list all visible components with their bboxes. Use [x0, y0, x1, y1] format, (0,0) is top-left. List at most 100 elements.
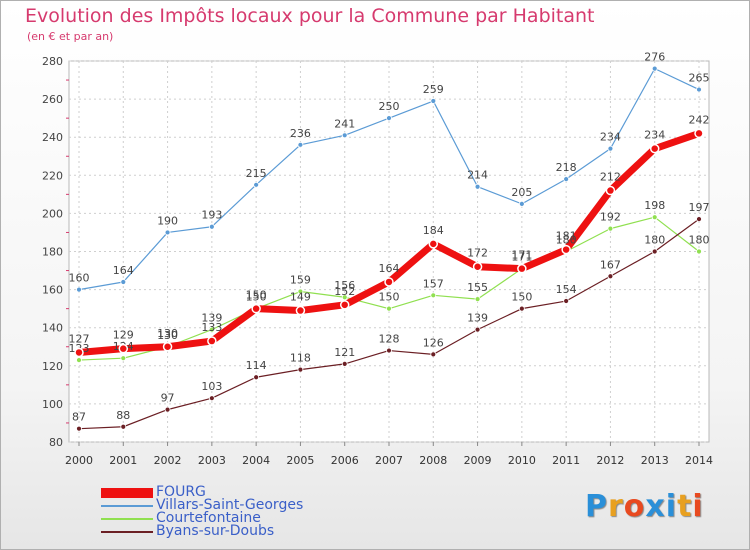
data-point-byans-sur-doubs — [430, 351, 437, 358]
data-label-byans-sur-doubs: 180 — [644, 234, 665, 247]
data-label-courtefontaine: 180 — [556, 234, 577, 247]
data-label-courtefontaine: 156 — [334, 279, 355, 292]
data-label-villars-saint-georges: 205 — [511, 186, 532, 199]
data-point-villars-saint-georges — [651, 65, 658, 72]
chart-subtitle: (en € et par an) — [27, 30, 114, 43]
data-label-courtefontaine: 198 — [644, 199, 665, 212]
data-label-byans-sur-doubs: 139 — [467, 312, 488, 325]
data-label-byans-sur-doubs: 118 — [290, 352, 311, 365]
x-tick-label: 2006 — [331, 454, 359, 467]
data-point-fourg — [561, 244, 571, 255]
data-point-villars-saint-georges — [120, 279, 127, 285]
x-tick-label: 2013 — [641, 454, 669, 467]
data-label-courtefontaine: 157 — [423, 277, 444, 290]
data-point-byans-sur-doubs — [518, 305, 525, 312]
data-label-villars-saint-georges: 259 — [423, 83, 444, 96]
data-point-fourg — [295, 305, 306, 316]
x-tick-label: 2014 — [685, 454, 713, 467]
data-label-villars-saint-georges: 241 — [334, 117, 355, 130]
x-tick-label: 2008 — [419, 454, 447, 467]
data-label-fourg: 172 — [467, 247, 488, 260]
data-point-villars-saint-georges — [696, 86, 702, 93]
y-tick-label: 240 — [42, 131, 63, 144]
y-tick-label: 280 — [42, 55, 63, 68]
y-tick-label: 160 — [42, 284, 63, 297]
x-tick-label: 2002 — [154, 454, 182, 467]
data-label-byans-sur-doubs: 88 — [116, 409, 130, 422]
legend-label-fourg: FOURG — [156, 484, 206, 500]
data-label-villars-saint-georges: 236 — [290, 127, 311, 140]
y-tick-label: 80 — [49, 436, 63, 449]
data-label-courtefontaine: 130 — [157, 329, 178, 342]
data-point-villars-saint-georges — [253, 181, 260, 188]
data-point-byans-sur-doubs — [563, 298, 570, 304]
data-label-fourg: 234 — [644, 129, 665, 142]
x-tick-label: 2010 — [508, 454, 536, 467]
x-tick-label: 2001 — [109, 454, 137, 467]
data-label-fourg: 133 — [201, 321, 222, 334]
data-label-byans-sur-doubs: 197 — [689, 201, 710, 214]
x-tick-label: 2012 — [596, 454, 624, 467]
legend-item-courtefontaine: Courtefontaine — [101, 510, 361, 526]
legend-label-villars: Villars-Saint-Georges — [156, 497, 304, 513]
logo-letter: r — [608, 489, 624, 524]
data-point-byans-sur-doubs — [386, 347, 392, 354]
data-label-villars-saint-georges: 160 — [69, 272, 90, 285]
data-point-byans-sur-doubs — [474, 326, 481, 333]
data-label-fourg: 130 — [157, 327, 178, 340]
data-point-courtefontaine — [341, 294, 348, 301]
data-point-byans-sur-doubs — [341, 360, 348, 367]
data-point-villars-saint-georges — [341, 132, 348, 139]
data-point-fourg — [605, 185, 616, 196]
data-label-byans-sur-doubs: 121 — [334, 346, 355, 359]
data-label-fourg: 212 — [600, 171, 621, 184]
data-label-byans-sur-doubs: 97 — [161, 392, 175, 405]
data-label-fourg: 129 — [113, 329, 134, 342]
data-label-byans-sur-doubs: 103 — [201, 380, 222, 393]
data-point-fourg — [472, 261, 483, 272]
y-tick-label: 220 — [42, 169, 63, 182]
data-point-fourg — [339, 300, 350, 310]
data-point-fourg — [384, 277, 394, 287]
data-label-villars-saint-georges: 214 — [467, 169, 488, 182]
legend: FOURG Villars-Saint-Georges Courtefontai… — [101, 484, 361, 539]
data-point-fourg — [251, 303, 261, 314]
data-label-courtefontaine: 139 — [201, 312, 222, 325]
data-point-byans-sur-doubs — [120, 423, 127, 430]
data-label-courtefontaine: 192 — [600, 211, 621, 224]
data-point-villars-saint-georges — [563, 176, 570, 183]
data-point-byans-sur-doubs — [208, 395, 215, 402]
data-label-villars-saint-georges: 276 — [644, 51, 665, 64]
data-label-villars-saint-georges: 218 — [556, 161, 577, 174]
logo-letter: P — [585, 489, 608, 524]
y-tick-label: 140 — [42, 322, 63, 335]
data-point-courtefontaine — [651, 214, 658, 221]
data-label-fourg: 164 — [379, 262, 400, 275]
y-tick-label: 200 — [42, 207, 63, 220]
data-label-villars-saint-georges: 265 — [689, 72, 710, 85]
legend-swatch-byans — [101, 531, 153, 533]
data-point-byans-sur-doubs — [297, 366, 304, 373]
x-tick-label: 2000 — [65, 454, 93, 467]
logo-letter: o — [623, 489, 646, 524]
data-point-courtefontaine — [607, 225, 614, 232]
data-point-villars-saint-georges — [208, 223, 215, 230]
data-point-villars-saint-georges — [76, 286, 82, 293]
legend-swatch-fourg — [101, 488, 153, 498]
x-tick-label: 2011 — [552, 454, 580, 467]
logo-letter: i — [665, 489, 678, 524]
data-label-courtefontaine: 150 — [246, 291, 267, 304]
y-tick-label: 120 — [42, 360, 63, 373]
data-label-courtefontaine: 171 — [511, 251, 532, 264]
data-label-byans-sur-doubs: 150 — [511, 291, 532, 304]
data-point-villars-saint-georges — [474, 183, 481, 190]
data-label-fourg: 181 — [556, 230, 577, 243]
data-point-villars-saint-georges — [607, 145, 614, 152]
data-point-courtefontaine — [76, 357, 82, 363]
legend-label-courtefontaine: Courtefontaine — [156, 510, 261, 526]
data-point-fourg — [162, 342, 173, 352]
y-tick-label: 260 — [42, 93, 63, 106]
data-point-villars-saint-georges — [386, 115, 392, 122]
data-label-byans-sur-doubs: 87 — [72, 411, 86, 424]
